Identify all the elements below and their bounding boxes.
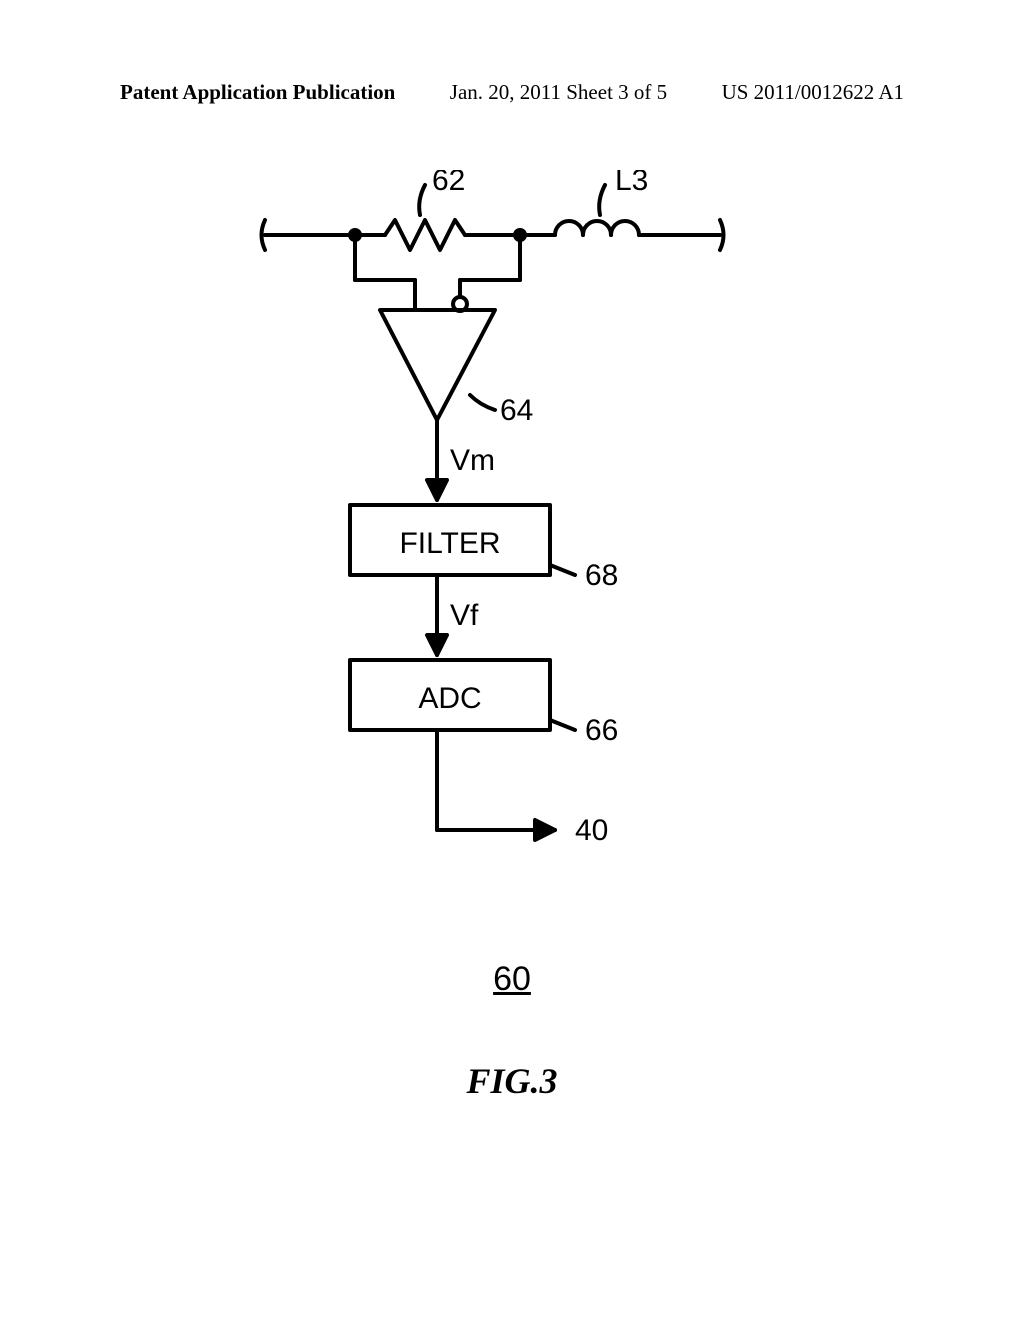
- figure-ref-number: 60: [0, 960, 1024, 999]
- vf-signal-label: Vf: [450, 599, 479, 632]
- header-publication-type: Patent Application Publication: [120, 80, 395, 105]
- diffamp-ref-label: 64: [500, 394, 533, 427]
- adc-ref-label: 66: [585, 714, 618, 747]
- filter-block-text: FILTER: [399, 527, 500, 560]
- filter-ref-label: 68: [585, 559, 618, 592]
- resistor-ref-label: 62: [432, 170, 465, 197]
- adc-block-text: ADC: [418, 682, 481, 715]
- header-date-sheet: Jan. 20, 2011 Sheet 3 of 5: [450, 80, 667, 105]
- circuit-figure: 62 L3 64 Vm FILTER 68 Vf ADC 66 40: [0, 170, 1024, 1170]
- output-ref-label: 40: [575, 814, 608, 847]
- page-header: Patent Application Publication Jan. 20, …: [0, 80, 1024, 105]
- figure-caption: FIG.3: [0, 1060, 1024, 1102]
- header-pub-number: US 2011/0012622 A1: [722, 80, 904, 105]
- inductor-label: L3: [615, 170, 648, 197]
- vm-signal-label: Vm: [450, 444, 495, 477]
